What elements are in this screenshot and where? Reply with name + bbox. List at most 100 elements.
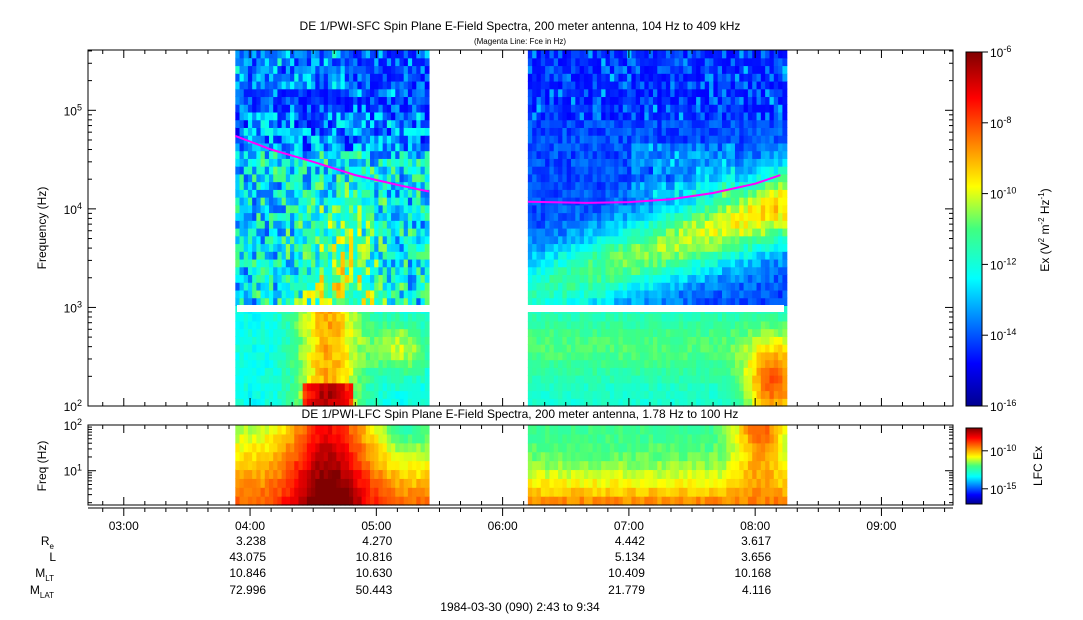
sfc-cell — [527, 344, 533, 353]
sfc-cell — [648, 57, 654, 67]
sfc-cell — [527, 266, 533, 276]
sfc-cell — [302, 65, 308, 74]
sfc-cell — [391, 96, 396, 105]
sfc-cell — [722, 251, 727, 260]
sfc-cell — [644, 166, 650, 175]
sfc-cell — [691, 111, 697, 121]
sfc-cell — [412, 135, 417, 144]
sfc-cell — [239, 88, 245, 98]
sfc-cell — [713, 158, 719, 167]
sfc-cell — [756, 142, 762, 152]
sfc-cell — [566, 367, 572, 376]
sfc-cell — [765, 228, 771, 237]
sfc-cell — [652, 390, 658, 399]
sfc-cell — [756, 166, 762, 175]
sfc-cell — [661, 96, 667, 105]
sfc-cell — [635, 274, 641, 283]
sfc-cell — [361, 127, 367, 136]
sfc-cell — [756, 274, 762, 283]
sfc-cell — [399, 289, 405, 299]
sfc-cell — [778, 57, 784, 67]
sfc-cell — [558, 73, 563, 82]
sfc-cell — [657, 65, 663, 74]
sfc-cell — [596, 251, 602, 260]
sfc-cell — [605, 158, 611, 167]
sfc-cell — [635, 382, 641, 392]
sfc-cell — [652, 344, 658, 353]
sfc-cell — [536, 351, 542, 361]
sfc-cell — [652, 336, 658, 345]
sfc-cell — [382, 367, 388, 376]
sfc-cell — [756, 243, 762, 252]
sfc-cell — [717, 119, 723, 128]
sfc-cell — [399, 258, 405, 268]
sfc-cell — [553, 351, 559, 361]
sfc-cell — [661, 251, 667, 260]
sfc-cell — [683, 166, 689, 175]
sfc-cell — [386, 390, 392, 399]
sfc-cell — [782, 104, 788, 113]
sfc-cell — [575, 320, 581, 330]
sfc-cell — [391, 328, 396, 337]
sfc-cell — [247, 220, 253, 229]
sfc-cell — [340, 313, 346, 322]
sfc-cell — [765, 336, 771, 345]
sfc-cell — [424, 274, 430, 283]
sfc-cell — [365, 158, 371, 167]
sfc-cell — [235, 96, 241, 105]
sfc-cell — [730, 96, 736, 105]
sfc-cell — [562, 251, 568, 260]
sfc-cell — [391, 243, 396, 252]
sfc-cell — [348, 104, 354, 113]
sfc-cell — [635, 73, 641, 82]
sfc-cell — [252, 274, 257, 283]
sfc-cell — [294, 197, 300, 206]
sfc-cell — [605, 313, 611, 322]
sfc-cell — [566, 173, 572, 183]
sfc-cell — [353, 266, 358, 276]
sfc-cell — [256, 228, 262, 237]
sfc-cell — [609, 220, 615, 229]
sfc-cell — [370, 80, 375, 90]
sfc-cell — [739, 119, 745, 128]
sfc-cell — [605, 204, 611, 214]
sfc-cell — [344, 80, 350, 90]
sfc-cell — [739, 297, 745, 306]
sfc-cell — [734, 173, 740, 183]
sfc-cell — [370, 344, 375, 353]
sfc-cell — [260, 398, 266, 407]
sfc-cell — [319, 266, 325, 276]
sfc-cell — [332, 235, 337, 245]
sfc-cell — [747, 282, 753, 291]
sfc-cell — [558, 359, 563, 368]
sfc-cell — [298, 367, 304, 376]
sfc-cell — [298, 328, 304, 337]
sfc-cell — [700, 258, 706, 268]
sfc-cell — [424, 150, 430, 159]
sfc-cell — [696, 336, 702, 345]
sfc-cell — [315, 57, 321, 67]
sfc-cell — [420, 57, 426, 67]
sfc-cell — [332, 382, 337, 392]
sfc-cell — [661, 398, 667, 407]
sfc-cell — [717, 158, 723, 167]
sfc-cell — [700, 135, 706, 144]
sfc-cell — [344, 73, 350, 82]
sfc-cell — [256, 204, 262, 214]
sfc-cell — [332, 274, 337, 283]
sfc-cell — [596, 359, 602, 368]
sfc-cell — [260, 197, 266, 206]
sfc-cell — [424, 158, 430, 167]
sfc-cell — [730, 228, 736, 237]
sfc-cell — [730, 235, 736, 245]
sfc-cell — [627, 351, 633, 361]
sfc-cell — [549, 88, 555, 98]
sfc-cell — [407, 142, 413, 152]
sfc-cell — [239, 111, 245, 121]
sfc-cell — [562, 96, 568, 105]
sfc-cell — [553, 104, 559, 113]
sfc-cell — [622, 320, 628, 330]
sfc-cell — [243, 220, 249, 229]
sfc-cell — [403, 142, 409, 152]
sfc-cell — [566, 158, 572, 167]
